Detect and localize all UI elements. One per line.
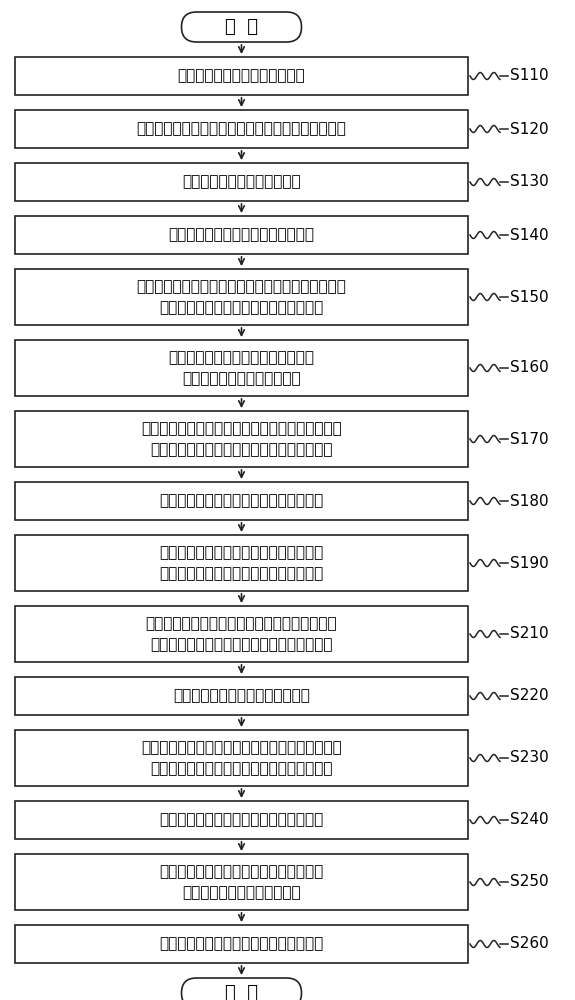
Bar [15, 854, 468, 910]
Text: 在该二维坐标平面上拟合第一圆弧，得到
各椭圆弧对应的第一圆弧半径和第一圆心: 在该二维坐标平面上拟合第一圆弧，得到 各椭圆弧对应的第一圆弧半径和第一圆心 [159, 545, 324, 581]
Text: 计算多个第二圆弧半径的平均值或最小值: 计算多个第二圆弧半径的平均值或最小值 [159, 936, 324, 952]
Text: S230: S230 [510, 750, 549, 766]
Bar [15, 801, 468, 839]
Text: 将各椭圆弧沿第二圆柱轴线投影到垂直该第二圆柱
轴线的第二圆柱端面上以得到相应的第二圆弧: 将各椭圆弧沿第二圆柱轴线投影到垂直该第二圆柱 轴线的第二圆柱端面上以得到相应的第… [141, 740, 342, 776]
Text: 将椭圆弧变换到某一二维坐标平面上: 将椭圆弧变换到某一二维坐标平面上 [168, 228, 315, 242]
Bar [15, 535, 468, 591]
Text: 将各条第一圆弧变换到该二维坐标平面上: 将各条第一圆弧变换到该二维坐标平面上 [159, 493, 324, 508]
Text: S190: S190 [510, 556, 549, 570]
Text: 将各个第一圆心沿第一圆柱轴线逆投影到相应的
椭圆平面上以得到投影直线与椭圆平面的交点: 将各个第一圆心沿第一圆柱轴线逆投影到相应的 椭圆平面上以得到投影直线与椭圆平面的… [145, 616, 338, 652]
Text: 在该二维坐标平面上得到该椭圆弧对应的椭圆中心，
再将该椭圆中心逆变换到所述椭圆平面上: 在该二维坐标平面上得到该椭圆弧对应的椭圆中心， 再将该椭圆中心逆变换到所述椭圆平… [137, 279, 346, 315]
Text: S140: S140 [510, 228, 549, 242]
Text: 将各椭圆弧沿第一圆柱轴线投影到垂直该第一圆柱
轴线的第一圆柱端面上以得到相应的第一圆弧: 将各椭圆弧沿第一圆柱轴线投影到垂直该第一圆柱 轴线的第一圆柱端面上以得到相应的第… [141, 421, 342, 457]
Text: S180: S180 [510, 493, 549, 508]
Text: 在该二维坐标平面上拟合第二圆弧，得到
各椭圆弧对应的第二圆弧半径: 在该二维坐标平面上拟合第二圆弧，得到 各椭圆弧对应的第二圆弧半径 [159, 864, 324, 900]
Bar [15, 110, 468, 148]
Text: 结  束: 结 束 [225, 984, 258, 1000]
Text: 将各个交点拟合得到第二圆柱轴线: 将各个交点拟合得到第二圆柱轴线 [173, 688, 310, 704]
Text: S120: S120 [510, 121, 549, 136]
Bar [15, 269, 468, 325]
Text: S250: S250 [510, 874, 549, 890]
Text: 提供非接触扫描获取的测量数据: 提供非接触扫描获取的测量数据 [178, 68, 305, 84]
Text: 将其数据中的背景数据去除并得到扫描的多条椭圆弧: 将其数据中的背景数据去除并得到扫描的多条椭圆弧 [137, 121, 346, 136]
Bar [15, 925, 468, 963]
Bar [15, 677, 468, 715]
Bar [15, 57, 468, 95]
FancyBboxPatch shape [182, 12, 301, 42]
Text: 基于椭圆弧拟合得到椭圆平面: 基于椭圆弧拟合得到椭圆平面 [182, 174, 301, 190]
Text: S210: S210 [510, 626, 549, 642]
Text: 将各条第二圆弧变换到该二维坐标平面上: 将各条第二圆弧变换到该二维坐标平面上 [159, 812, 324, 828]
Bar [15, 730, 468, 786]
Bar [15, 606, 468, 662]
Bar [15, 482, 468, 520]
Text: S240: S240 [510, 812, 549, 828]
Text: 将各椭圆平面上的各个椭圆中心拟合
形成直线以得到第一圆柱轴线: 将各椭圆平面上的各个椭圆中心拟合 形成直线以得到第一圆柱轴线 [168, 350, 315, 386]
Text: S170: S170 [510, 432, 549, 446]
Text: S150: S150 [510, 290, 549, 304]
Bar [15, 411, 468, 467]
Text: S260: S260 [510, 936, 549, 952]
Text: S220: S220 [510, 688, 549, 704]
Text: 开  始: 开 始 [225, 18, 258, 36]
Bar [15, 216, 468, 254]
FancyBboxPatch shape [182, 978, 301, 1000]
Bar [15, 163, 468, 201]
Bar [15, 340, 468, 396]
Text: S160: S160 [510, 360, 549, 375]
Text: S110: S110 [510, 68, 549, 84]
Text: S130: S130 [510, 174, 549, 190]
